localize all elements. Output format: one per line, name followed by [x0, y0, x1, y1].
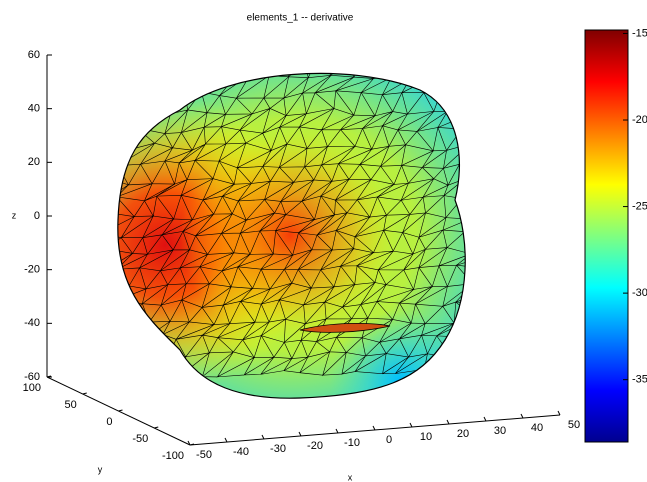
x-tick	[225, 438, 227, 442]
x-tick-label: -10	[344, 437, 360, 449]
x-tick-label: -20	[307, 440, 323, 452]
page: elements_1 -- derivative z y x 60 40 20 0 -2…	[0, 0, 647, 482]
y-tick	[154, 427, 158, 428]
z-axis-label: z	[12, 210, 17, 220]
x-tick-label: -40	[233, 446, 249, 458]
y-tick-label: -100	[162, 450, 184, 462]
colorbar	[585, 30, 628, 442]
y-tick-label: 0	[106, 416, 112, 428]
colorbar-tick-label: -20	[632, 114, 647, 126]
colorbar-tick-label: -30	[632, 287, 647, 299]
y-tick-label: 50	[65, 399, 77, 411]
x-tick-label: 40	[531, 422, 543, 434]
chart: elements_1 -- derivative z y x 60 40 20 0 -2…	[0, 0, 647, 482]
x-tick	[262, 435, 264, 439]
x-tick	[447, 420, 449, 424]
x-tick	[336, 429, 338, 433]
colorbar-tick-label: -15	[632, 27, 647, 39]
x-tick	[484, 417, 486, 421]
y-tick	[119, 410, 123, 411]
x-tick	[410, 423, 412, 427]
z-tick-label: 20	[28, 156, 40, 168]
x-tick	[521, 414, 523, 418]
x-axis-label: x	[348, 472, 353, 482]
colorbar-tick-label: -25	[632, 200, 647, 212]
y-axis-label: y	[98, 464, 103, 474]
colorbar-tick-label: -35	[632, 374, 647, 386]
x-tick	[299, 432, 301, 436]
x-tick	[373, 426, 375, 430]
chart-title: elements_1 -- derivative	[247, 13, 354, 24]
x-tick-label: 10	[420, 431, 432, 443]
x-tick-label: 50	[568, 419, 580, 431]
x-tick-label: 20	[457, 428, 469, 440]
z-tick-label: 0	[34, 210, 40, 222]
x-tick-label: 0	[386, 434, 392, 446]
x-tick-label: 30	[494, 425, 506, 437]
z-tick-label: 60	[28, 49, 40, 61]
x-tick-label: -50	[196, 449, 212, 461]
z-tick-label: 40	[28, 103, 40, 115]
y-tick-label: -50	[132, 433, 148, 445]
z-tick-label: -40	[24, 317, 40, 329]
x-tick	[558, 411, 560, 415]
z-tick-label: -20	[24, 264, 40, 276]
x-tick-label: -30	[270, 443, 286, 455]
y-tick-label: 100	[23, 382, 41, 394]
y-tick	[83, 393, 87, 394]
head-surface	[95, 56, 493, 410]
